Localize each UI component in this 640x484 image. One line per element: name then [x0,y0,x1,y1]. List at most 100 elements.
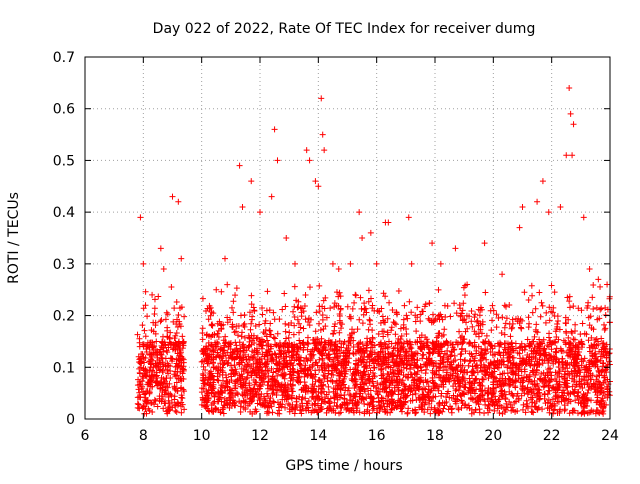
data-point-marker [465,362,472,369]
data-point-marker [380,374,387,381]
data-point-marker [527,362,534,369]
data-point-marker [294,368,301,375]
data-point-marker [380,359,387,366]
data-point-marker [179,401,186,408]
data-point-marker [364,335,371,342]
data-point-marker [479,351,486,358]
data-point-marker [140,374,147,381]
data-point-marker [459,317,466,324]
data-point-marker [509,369,516,376]
data-point-marker [458,367,465,374]
data-point-marker [426,395,433,402]
data-point-marker [177,305,184,312]
data-point-marker [313,345,320,352]
data-point-marker [456,328,463,335]
data-point-marker [402,386,409,393]
data-point-marker [227,316,234,323]
data-point-marker [395,287,402,294]
data-point-marker [254,357,261,364]
data-point-marker [164,360,171,367]
data-point-marker [572,348,579,355]
data-point-marker [329,358,336,365]
data-point-marker [432,360,439,367]
data-point-marker [151,310,158,317]
data-point-marker [418,367,425,374]
data-point-marker [207,312,214,319]
data-point-marker [252,391,259,398]
data-point-marker [398,358,405,365]
data-point-marker [548,340,555,347]
data-point-marker [533,328,540,335]
data-point-marker [350,343,357,350]
data-point-marker [515,315,522,322]
data-point-marker [395,371,402,378]
data-point-marker [212,366,219,373]
data-point-marker [481,410,488,417]
data-point-marker [479,383,486,390]
data-point-marker [545,357,552,364]
data-point-marker [455,406,462,413]
data-point-marker [490,385,497,392]
data-point-marker [484,405,491,412]
data-point-marker [248,178,255,185]
data-point-marker [253,360,260,367]
data-point-marker [314,402,321,409]
data-point-marker [437,353,444,360]
data-point-marker [143,410,150,417]
data-point-marker [171,305,178,312]
data-point-marker [601,372,608,379]
data-point-marker [451,300,458,307]
data-point-marker [414,304,421,311]
data-point-marker [431,370,438,377]
data-point-marker [598,335,605,342]
data-point-marker [162,316,169,323]
data-point-marker [592,350,599,357]
data-point-marker [252,323,259,330]
data-point-marker [308,348,315,355]
data-point-marker [251,339,258,346]
data-point-marker [179,395,186,402]
data-point-marker [164,349,171,356]
data-point-marker [569,152,576,159]
data-point-marker [407,371,414,378]
data-point-marker [469,396,476,403]
data-point-marker [219,350,226,357]
data-point-marker [536,375,543,382]
data-point-marker [482,347,489,354]
x-tick-label: 8 [139,428,148,444]
data-point-marker [475,322,482,329]
data-point-marker [570,121,577,128]
data-point-marker [594,394,601,401]
data-point-marker [437,344,444,351]
data-point-marker [264,390,271,397]
x-tick-label: 14 [309,428,327,444]
data-point-marker [322,399,329,406]
data-point-marker [481,371,488,378]
data-point-marker [566,304,573,311]
x-tick-label: 16 [368,428,386,444]
data-point-marker [336,317,343,324]
data-point-marker [486,340,493,347]
data-point-marker [287,361,294,368]
data-point-marker [512,362,519,369]
data-point-marker [484,395,491,402]
data-point-marker [586,266,593,273]
data-point-marker [420,379,427,386]
data-point-marker [513,377,520,384]
data-point-marker [436,400,443,407]
data-point-marker [404,340,411,347]
data-point-marker [354,398,361,405]
data-point-marker [574,393,581,400]
data-point-marker [136,369,143,376]
data-point-marker [366,316,373,323]
data-point-marker [267,327,274,334]
data-point-marker [511,378,518,385]
data-point-marker [305,404,312,411]
data-point-marker [449,366,456,373]
x-axis-label: GPS time / hours [285,458,402,474]
data-point-marker [416,404,423,411]
data-point-marker [463,312,470,319]
data-point-marker [233,368,240,375]
data-point-marker [260,370,267,377]
data-point-marker [389,388,396,395]
